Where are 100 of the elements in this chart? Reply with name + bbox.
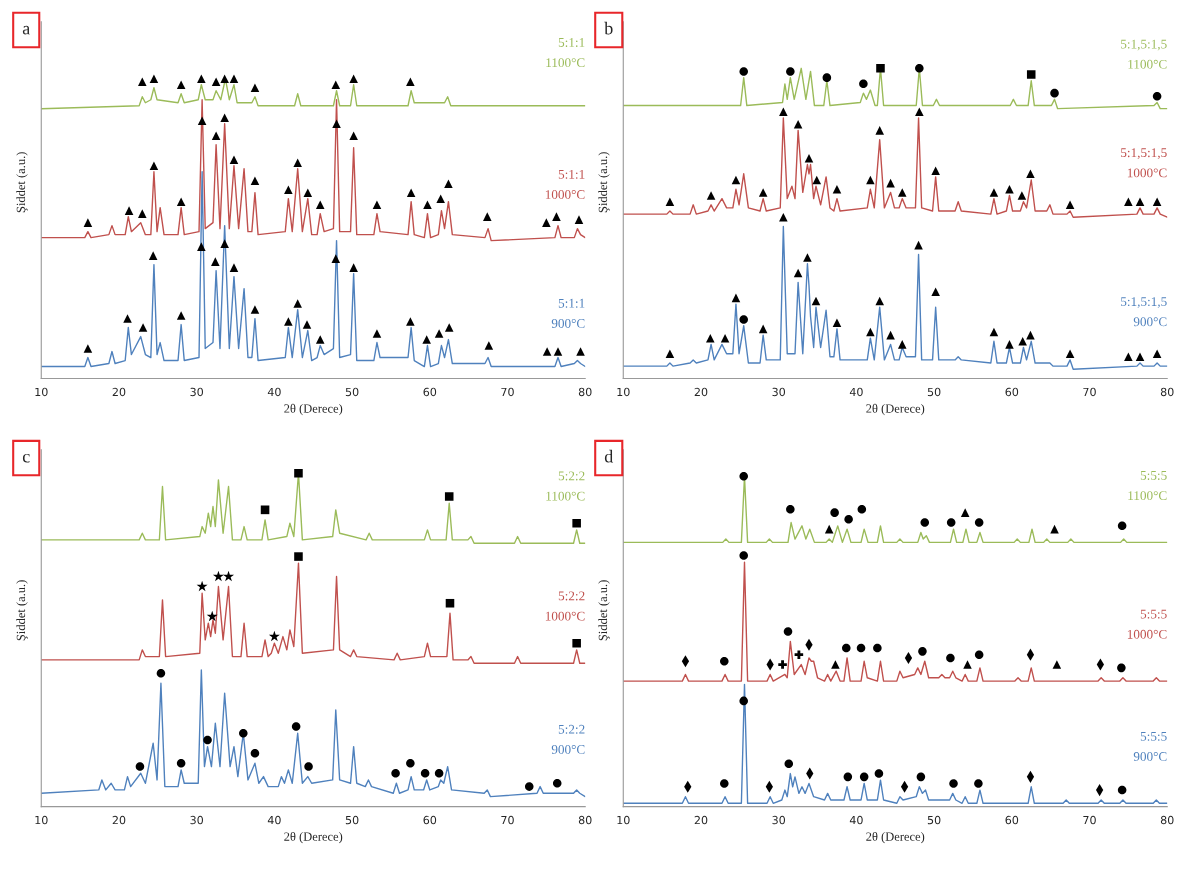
point: [1026, 169, 1035, 179]
point: [918, 647, 927, 656]
x-tick-label: 20: [112, 387, 126, 397]
point: [859, 772, 869, 782]
point: [866, 175, 875, 185]
point: [720, 656, 729, 666]
point: [786, 505, 795, 514]
point: [176, 758, 186, 768]
text: 5:2:2 900°C: [551, 724, 585, 754]
point: [778, 660, 787, 669]
text: 5:2:2 1100°C: [546, 471, 585, 501]
point: [1052, 660, 1062, 669]
point: [783, 627, 793, 636]
x-tick-label: 60: [1005, 387, 1019, 397]
x-tick-label: 10: [35, 815, 48, 825]
point: [1065, 349, 1075, 358]
point: [268, 630, 280, 642]
point: [1124, 352, 1133, 362]
point: [758, 324, 768, 334]
point: [739, 67, 748, 76]
point: [444, 492, 454, 501]
x-tick-label: 30: [190, 815, 204, 825]
point: [1152, 197, 1162, 206]
x-tick-label: 10: [35, 387, 48, 397]
point: [294, 552, 303, 561]
point: [822, 73, 832, 82]
x-tick-label: 20: [694, 815, 708, 825]
point: [1026, 70, 1036, 79]
point: [831, 660, 840, 669]
x-axis-title: 2θ (Derece): [284, 403, 343, 416]
text: 5:1,5:1,5 1000°C: [1121, 148, 1167, 178]
x-tick-label: 70: [1083, 387, 1096, 397]
point: [804, 154, 814, 163]
point: [803, 253, 812, 262]
text: 5:5:5 1000°C: [1127, 609, 1167, 639]
point: [250, 748, 260, 758]
x-tick-label: 40: [267, 815, 281, 825]
x-axis-title: 2θ (Derece): [866, 831, 925, 844]
x-tick-label: 30: [772, 815, 786, 825]
point: [156, 668, 166, 678]
point: [897, 188, 907, 197]
x-tick-label: 80: [1160, 387, 1174, 397]
point: [812, 175, 822, 185]
y-axis-title: Şiddet (a.u.): [16, 152, 28, 213]
x-axis-title: 2θ (Derece): [284, 831, 343, 844]
point: [960, 508, 970, 517]
point: [739, 551, 748, 560]
point: [946, 653, 955, 663]
text: 5:1,5:1,5 900°C: [1121, 297, 1167, 327]
point: [897, 340, 907, 349]
point: [665, 197, 675, 206]
x-tick-label: 10: [617, 387, 630, 397]
point: [196, 580, 208, 592]
point: [915, 64, 924, 73]
x-tick-label: 40: [849, 815, 863, 825]
x-tick-label: 60: [1005, 815, 1019, 825]
x-tick-label: 50: [345, 387, 359, 397]
point: [916, 772, 926, 782]
point: [739, 472, 748, 481]
point: [445, 598, 455, 608]
point: [420, 768, 430, 778]
y-axis-title: Şiddet (a.u.): [598, 580, 610, 641]
point: [731, 293, 741, 303]
point: [720, 779, 729, 788]
point: [223, 570, 235, 582]
point: [920, 518, 930, 527]
point: [974, 650, 984, 659]
point: [391, 768, 400, 778]
text: 5:2:2 1000°C: [545, 591, 585, 621]
y-axis-title: Şiddet (a.u.): [16, 580, 28, 641]
point: [524, 782, 534, 791]
text: 5:1:1 900°C: [551, 298, 585, 328]
x-tick-label: 70: [501, 815, 514, 825]
point: [294, 468, 303, 478]
point: [830, 508, 839, 517]
point: [974, 779, 983, 788]
y-axis-title: Şiddet (a.u.): [598, 152, 610, 213]
point: [989, 188, 999, 197]
point: [946, 518, 956, 527]
point: [931, 287, 940, 296]
point: [739, 315, 748, 324]
text: 5:5:5 900°C: [1133, 732, 1167, 761]
point: [974, 518, 984, 527]
point: [1065, 200, 1075, 210]
point: [212, 570, 224, 582]
point: [784, 759, 794, 768]
chart-title: b: [604, 21, 613, 35]
point: [876, 64, 885, 73]
point: [1152, 91, 1162, 101]
chart-title: a: [22, 25, 30, 35]
point: [1135, 197, 1145, 206]
point: [875, 126, 884, 135]
x-tick-label: 50: [927, 387, 941, 397]
point: [1050, 88, 1059, 98]
point: [779, 212, 788, 222]
point: [304, 762, 313, 771]
text: 5:1:1 1100°C: [546, 38, 585, 68]
point: [832, 185, 842, 194]
point: [758, 188, 768, 197]
point: [931, 166, 940, 175]
